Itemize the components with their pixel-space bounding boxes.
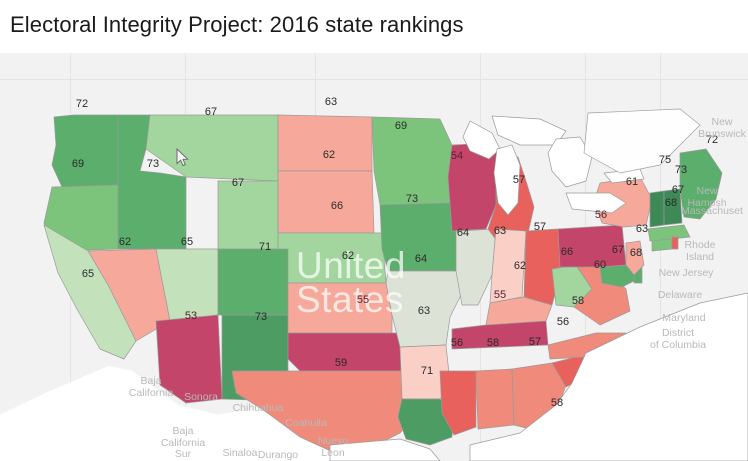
lake-erie — [565, 192, 627, 214]
state-co[interactable] — [217, 248, 289, 316]
state-me[interactable] — [679, 148, 723, 220]
state-il[interactable] — [455, 228, 497, 306]
state-or[interactable] — [43, 184, 119, 252]
state-wy[interactable] — [217, 180, 279, 250]
state-ms[interactable] — [439, 370, 477, 436]
graticule-line — [660, 53, 661, 461]
great-lakes-layer — [462, 108, 701, 216]
mouse-pointer-icon — [176, 148, 189, 167]
state-ne[interactable] — [277, 232, 387, 284]
state-al[interactable] — [475, 368, 515, 430]
state-ia[interactable] — [379, 202, 461, 272]
state-tn[interactable] — [451, 320, 549, 350]
state-nh[interactable] — [663, 188, 683, 226]
state-vt[interactable] — [649, 190, 665, 228]
state-nj[interactable] — [625, 240, 645, 276]
state-pa[interactable] — [557, 224, 627, 268]
lake-superior-west — [462, 120, 501, 160]
states-layer[interactable] — [0, 53, 748, 461]
state-ks[interactable] — [287, 282, 393, 334]
state-md[interactable] — [599, 264, 639, 288]
state-ri[interactable] — [671, 236, 679, 250]
state-sd[interactable] — [277, 170, 375, 234]
page-title: Electoral Integrity Project: 2016 state … — [10, 12, 464, 37]
gulf-of-mexico — [329, 438, 441, 461]
lake-huron — [547, 136, 593, 188]
lake-michigan — [493, 144, 521, 216]
atlantic-gulf-water — [469, 292, 748, 461]
state-ca[interactable] — [43, 224, 137, 360]
state-mn[interactable] — [371, 116, 453, 206]
state-in[interactable] — [489, 228, 527, 304]
state-ma[interactable] — [647, 224, 691, 242]
canada-water-mass — [583, 108, 701, 174]
graticule-line — [0, 79, 748, 80]
choropleth-map[interactable]: United States 72 69 73 67 67 62 65 65 53 73 71 63 62… — [0, 53, 748, 461]
title-bar: Electoral Integrity Project: 2016 state … — [0, 0, 748, 53]
state-wa[interactable] — [51, 114, 119, 188]
state-az[interactable] — [155, 314, 223, 404]
state-nd[interactable] — [277, 114, 373, 172]
state-mo[interactable] — [385, 270, 463, 348]
state-mt[interactable] — [145, 114, 279, 182]
